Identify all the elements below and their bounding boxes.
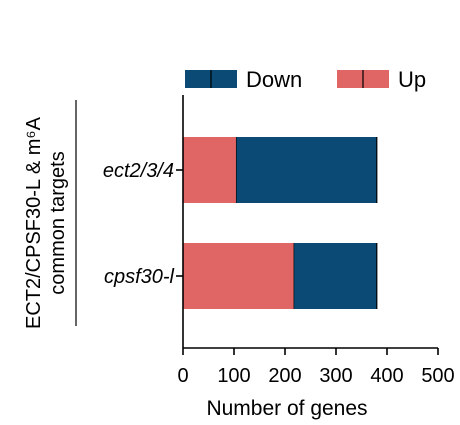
x-axis-title: Number of genes [206,397,367,420]
y-axis-title-line1: ECT2/CPSF30-L & m⁶A [23,116,45,329]
x-tick-label: 100 [217,365,250,387]
x-tick-label: 200 [268,365,301,387]
axes-group: 0 100 200 300 400 500 ect2/3/4 cpsf30-l [103,95,455,387]
y-category-label: ect2/3/4 [103,160,174,182]
bar-up-0 [183,137,237,203]
bar-up-1 [183,243,295,309]
x-tick-label: 300 [319,365,352,387]
bar-down-0 [236,137,377,203]
x-tick-label: 0 [177,365,188,387]
legend-label-down: Down [246,67,302,92]
x-tick-label: 500 [421,365,454,387]
y-category-label: cpsf30-l [104,266,175,288]
bar-down-1 [294,243,377,309]
legend: Down Up [185,67,426,92]
legend-label-up: Up [398,67,426,92]
x-tick-label: 400 [370,365,403,387]
bars-group [183,137,378,309]
y-axis-title-line2: common targets [47,151,69,294]
